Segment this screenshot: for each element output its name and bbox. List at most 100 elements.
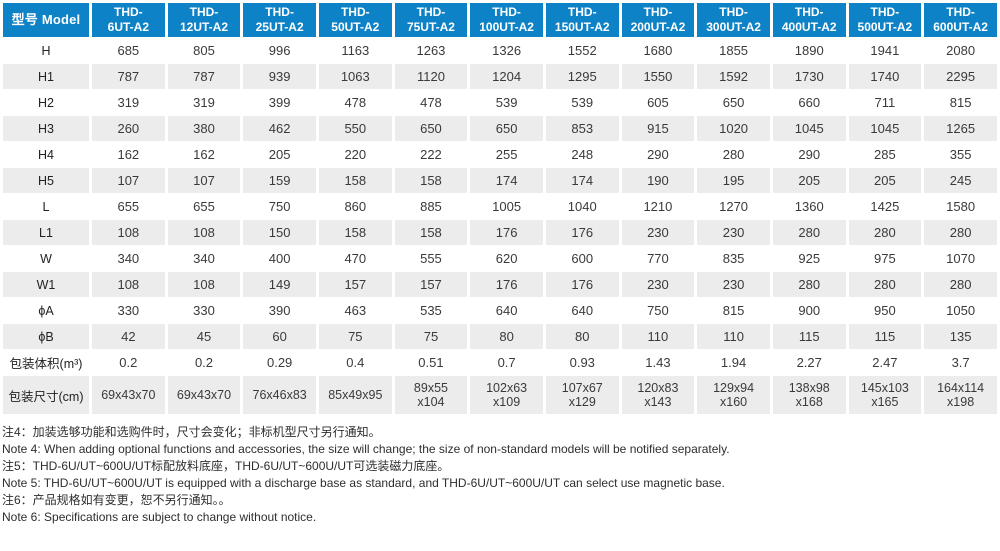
spec-cell: 1680	[621, 38, 695, 63]
table-row: ϕB 42 45 60 75 75 80 80 110 110 115 115 135	[3, 324, 997, 349]
spec-cell: 0.29	[243, 350, 316, 375]
spec-cell: 290	[621, 142, 695, 167]
spec-cell: 89x55 x104	[394, 376, 468, 414]
spec-cell: 1070	[924, 246, 997, 271]
spec-sheet: 型号 Model THD- 6UT-A2 THD- 12UT-A2 THD- 25U…	[0, 2, 1000, 526]
row-label: 包装体积(m³)	[3, 350, 89, 375]
spec-cell: 280	[772, 220, 846, 245]
spec-cell: 0.93	[545, 350, 619, 375]
spec-cell: 0.4	[318, 350, 392, 375]
table-row: ϕA 330 330 390 463 535 640 640 750 815 900 950 1050	[3, 298, 997, 323]
column-header-12: THD- 600UT-A2	[924, 3, 997, 37]
spec-cell: 650	[697, 90, 770, 115]
spec-cell: 108	[167, 220, 241, 245]
spec-cell: 280	[697, 142, 770, 167]
spec-cell: 158	[394, 168, 468, 193]
spec-cell: 787	[167, 64, 241, 89]
spec-cell: 655	[92, 194, 165, 219]
spec-cell: 787	[92, 64, 165, 89]
row-label: 包装尺寸(cm)	[3, 376, 89, 414]
spec-cell: 1.94	[697, 350, 770, 375]
spec-cell: 2.47	[848, 350, 922, 375]
spec-cell: 2295	[924, 64, 997, 89]
spec-cell: 285	[848, 142, 922, 167]
spec-table-header: 型号 Model THD- 6UT-A2 THD- 12UT-A2 THD- 25U…	[3, 3, 997, 37]
spec-cell: 860	[318, 194, 392, 219]
spec-cell: 205	[243, 142, 316, 167]
spec-cell: 176	[545, 272, 619, 297]
spec-cell: 1040	[545, 194, 619, 219]
spec-cell: 1045	[848, 116, 922, 141]
spec-cell: 685	[92, 38, 165, 63]
spec-cell: 120x83 x143	[621, 376, 695, 414]
note-line: 注5：THD-6U/UT~600U/UT标配放料底座，THD-6U/UT~600…	[2, 459, 450, 473]
row-label: W	[3, 246, 89, 271]
spec-cell: 1.43	[621, 350, 695, 375]
row-label: H4	[3, 142, 89, 167]
spec-cell: 925	[772, 246, 846, 271]
column-header-6: THD- 100UT-A2	[470, 3, 543, 37]
table-row: H1 787 787 939 1063 1120 1204 1295 1550 1592 1730 1…	[3, 64, 997, 89]
spec-cell: 3.7	[924, 350, 997, 375]
row-label: H2	[3, 90, 89, 115]
spec-cell: 1005	[470, 194, 543, 219]
spec-cell: 1295	[545, 64, 619, 89]
spec-cell: 605	[621, 90, 695, 115]
spec-cell: 280	[924, 272, 997, 297]
spec-cell: 805	[167, 38, 241, 63]
spec-cell: 750	[243, 194, 316, 219]
spec-cell: 158	[318, 220, 392, 245]
table-row: H5 107 107 159 158 158 174 174 190 195 205 205 245	[3, 168, 997, 193]
spec-cell: 1063	[318, 64, 392, 89]
spec-cell: 390	[243, 298, 316, 323]
spec-cell: 915	[621, 116, 695, 141]
table-row: L1 108 108 150 158 158 176 176 230 230 280 280 280	[3, 220, 997, 245]
spec-cell: 470	[318, 246, 392, 271]
spec-cell: 222	[394, 142, 468, 167]
spec-cell: 1890	[772, 38, 846, 63]
spec-cell: 0.2	[167, 350, 241, 375]
spec-cell: 195	[697, 168, 770, 193]
row-label: L1	[3, 220, 89, 245]
table-row: H4 162 162 205 220 222 255 248 290 280 290 285 355	[3, 142, 997, 167]
spec-cell: 108	[92, 220, 165, 245]
spec-cell: 478	[394, 90, 468, 115]
note-line: 注4：加装选够功能和选购件时，尺寸会变化；非标机型尺寸另行通知。	[2, 425, 381, 439]
spec-cell: 319	[167, 90, 241, 115]
spec-cell: 80	[470, 324, 543, 349]
note-line: 注6：产品规格如有变更，恕不另行通知。。	[2, 493, 231, 507]
spec-cell: 255	[470, 142, 543, 167]
spec-cell: 550	[318, 116, 392, 141]
spec-cell: 176	[545, 220, 619, 245]
spec-cell: 1265	[924, 116, 997, 141]
column-header-11: THD- 500UT-A2	[848, 3, 922, 37]
spec-cell: 1425	[848, 194, 922, 219]
spec-cell: 1045	[772, 116, 846, 141]
spec-cell: 835	[697, 246, 770, 271]
spec-cell: 2.27	[772, 350, 846, 375]
spec-cell: 770	[621, 246, 695, 271]
spec-cell: 107x67 x129	[545, 376, 619, 414]
spec-cell: 280	[848, 272, 922, 297]
row-label: H3	[3, 116, 89, 141]
spec-cell: 162	[92, 142, 165, 167]
spec-cell: 650	[394, 116, 468, 141]
spec-cell: 330	[92, 298, 165, 323]
spec-cell: 478	[318, 90, 392, 115]
spec-cell: 355	[924, 142, 997, 167]
spec-cell: 107	[92, 168, 165, 193]
spec-cell: 108	[92, 272, 165, 297]
spec-cell: 750	[621, 298, 695, 323]
spec-cell: 340	[92, 246, 165, 271]
spec-cell: 1941	[848, 38, 922, 63]
spec-cell: 230	[621, 220, 695, 245]
table-row: W 340 340 400 470 555 620 600 770 835 925 975 1070	[3, 246, 997, 271]
note-line: Note 6: Specifications are subject to ch…	[2, 510, 317, 524]
spec-cell: 939	[243, 64, 316, 89]
column-header-7: THD- 150UT-A2	[545, 3, 619, 37]
spec-cell: 711	[848, 90, 922, 115]
spec-cell: 650	[470, 116, 543, 141]
spec-cell: 400	[243, 246, 316, 271]
spec-cell: 655	[167, 194, 241, 219]
spec-cell: 245	[924, 168, 997, 193]
